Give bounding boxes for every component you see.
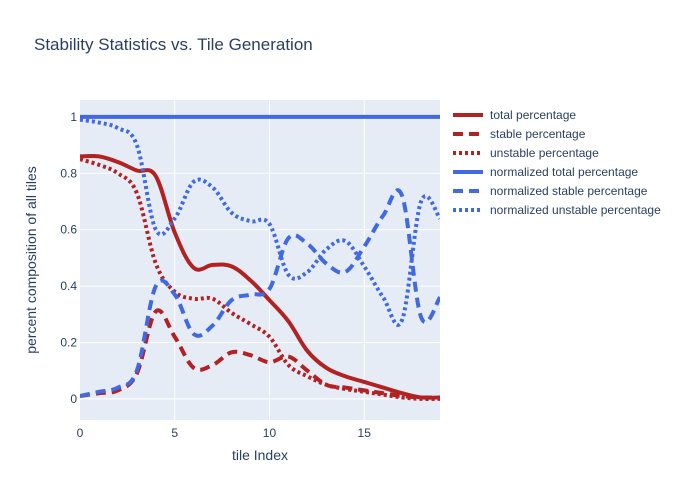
y-axis-title: percent composition of all tiles xyxy=(23,166,39,354)
y-tick-label: 0.2 xyxy=(60,335,77,349)
legend-item[interactable]: normalized total percentage xyxy=(453,165,638,179)
y-tick-label: 0.4 xyxy=(60,279,77,293)
legend[interactable]: total percentage stable percentage unstabl… xyxy=(453,108,661,217)
y-axis-ticks: 0 0.2 0.4 0.6 0.8 1 xyxy=(60,110,77,406)
chart-title: Stability Statistics vs. Tile Generation xyxy=(34,35,313,54)
series-line-normalized-stable-percentage xyxy=(80,188,440,398)
x-tick-label: 5 xyxy=(171,426,178,440)
legend-item[interactable]: stable percentage xyxy=(453,127,586,141)
legend-item[interactable]: normalized unstable percentage xyxy=(453,203,661,217)
legend-label: normalized stable percentage xyxy=(490,184,648,198)
series-line-normalized-unstable-percentage xyxy=(80,117,440,327)
legend-label: normalized total percentage xyxy=(490,165,638,179)
series-line-unstable-percentage xyxy=(80,157,440,401)
x-tick-label: 0 xyxy=(77,426,84,440)
y-tick-label: 1 xyxy=(70,110,77,124)
series-line-total-percentage xyxy=(80,153,440,400)
legend-item[interactable]: normalized stable percentage xyxy=(453,184,648,198)
plot-area xyxy=(80,100,440,420)
legend-label: stable percentage xyxy=(490,127,586,141)
y-tick-label: 0.6 xyxy=(60,223,77,237)
x-axis-ticks: 0 5 10 15 xyxy=(77,426,372,440)
x-axis-title: tile Index xyxy=(232,447,288,463)
series-lines xyxy=(80,114,440,401)
y-tick-label: 0.8 xyxy=(60,166,77,180)
legend-item[interactable]: total percentage xyxy=(453,108,576,122)
legend-label: normalized unstable percentage xyxy=(490,203,661,217)
legend-label: total percentage xyxy=(490,108,576,122)
legend-label: unstable percentage xyxy=(490,146,599,160)
x-tick-label: 10 xyxy=(263,426,277,440)
y-tick-label: 0 xyxy=(70,392,77,406)
x-tick-label: 15 xyxy=(358,426,372,440)
legend-item[interactable]: unstable percentage xyxy=(453,146,599,160)
